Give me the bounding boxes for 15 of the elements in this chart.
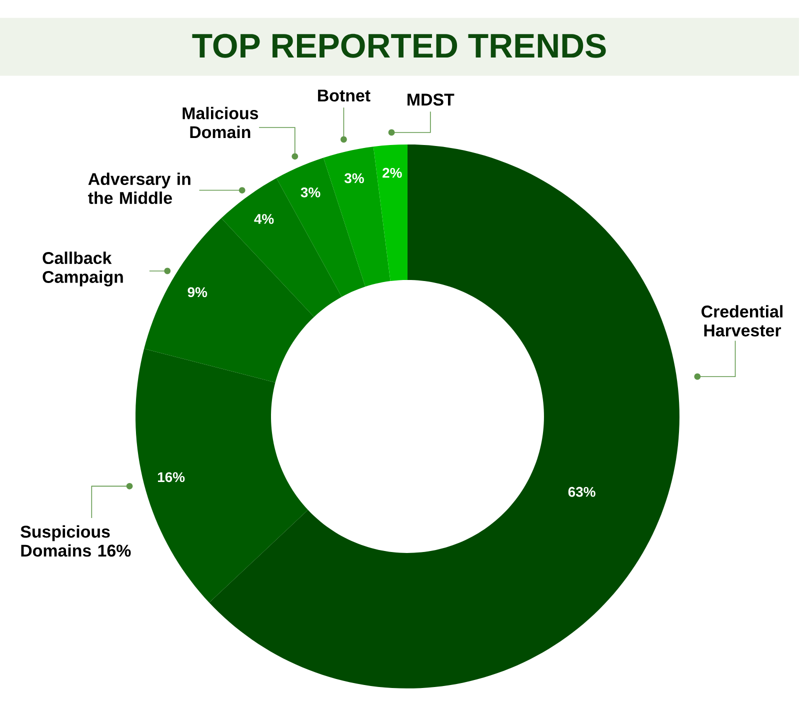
slice-label: Credential Harvester <box>702 304 782 336</box>
data-label: 9% <box>188 287 208 297</box>
data-label: 16% <box>158 472 185 482</box>
slice-label: Malicious Domain <box>182 106 258 138</box>
slice-label: Adversary in the Middle <box>88 172 190 204</box>
data-label: 63% <box>568 486 596 497</box>
data-label: 4% <box>254 214 274 224</box>
data-label: 3% <box>300 187 320 198</box>
chart-title: TOP REPORTED TRENDS <box>192 34 606 58</box>
data-label: 3% <box>344 173 364 183</box>
data-label: 2% <box>382 168 402 178</box>
slice-label: MDST <box>408 93 454 106</box>
slice-label: Callback Campaign <box>42 251 123 286</box>
slice-label: Suspicious Domains 16% <box>20 525 131 556</box>
slice-label: Botnet <box>318 90 370 102</box>
